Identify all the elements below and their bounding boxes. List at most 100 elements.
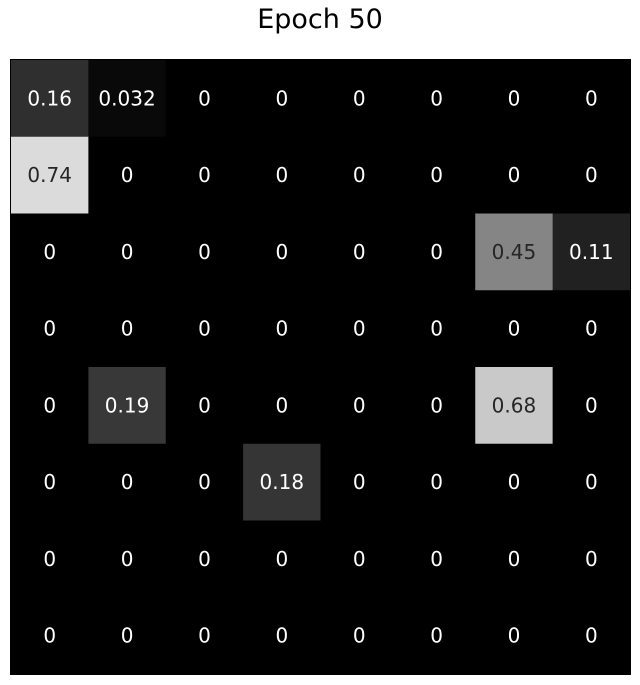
heatmap-cell [397, 213, 476, 291]
heatmap-cell [475, 367, 554, 445]
heatmap-cell [165, 597, 244, 675]
heatmap-cell-label: 0 [275, 317, 288, 341]
heatmap-cell-label: 0 [275, 393, 288, 417]
heatmap-cell [397, 290, 476, 368]
heatmap-cell-label: 0 [430, 470, 443, 494]
heatmap-cell [397, 520, 476, 598]
heatmap-cell [11, 136, 89, 214]
heatmap-cell [475, 213, 554, 291]
heatmap-cell-label: 0 [43, 240, 56, 264]
heatmap-cell-label: 0 [43, 547, 56, 571]
heatmap-cell [475, 60, 554, 138]
heatmap-cell-label: 0 [198, 86, 211, 110]
heatmap-cell [88, 597, 167, 675]
heatmap-cell-label: 0.16 [27, 86, 72, 110]
heatmap-cell-label: 0 [353, 240, 366, 264]
heatmap-cell-label: 0 [353, 163, 366, 187]
heatmap-cell [475, 520, 554, 598]
heatmap-cell [320, 60, 399, 138]
heatmap-cell [552, 290, 631, 368]
heatmap-cell-label: 0 [353, 317, 366, 341]
heatmap-cell [165, 60, 244, 138]
heatmap-labels: 0.16 0.032 0 0 0 0 0 0 0.74 0 0 0 0 0 0 0 0 0 0 0 0 0 0.45 0.11… [27, 86, 613, 647]
heatmap-cell-label: 0 [353, 86, 366, 110]
heatmap-cell-label: 0 [430, 624, 443, 648]
heatmap-cell [88, 136, 167, 214]
heatmap-cell [88, 443, 167, 521]
heatmap-cell-label: 0 [430, 240, 443, 264]
heatmap-cell-label: 0 [430, 86, 443, 110]
heatmap-cell [552, 597, 631, 675]
heatmap-cell [243, 60, 322, 138]
heatmap-cell-label: 0.19 [105, 393, 150, 417]
heatmap-cell [165, 443, 244, 521]
heatmap-cell-label: 0 [508, 470, 521, 494]
heatmap-cell-label: 0.032 [98, 86, 155, 110]
heatmap-cell-label: 0.74 [27, 163, 72, 187]
heatmap-cell-label: 0 [198, 317, 211, 341]
heatmap-cell-label: 0 [198, 624, 211, 648]
heatmap-cell-label: 0 [353, 624, 366, 648]
heatmap-cell-label: 0 [585, 393, 598, 417]
heatmap-cell-label: 0 [430, 547, 443, 571]
heatmap-cell [243, 290, 322, 368]
heatmap-cell [11, 443, 89, 521]
heatmap-cell-label: 0 [585, 547, 598, 571]
heatmap-cell-label: 0 [198, 393, 211, 417]
heatmap-cell [397, 597, 476, 675]
heatmap-cell [243, 520, 322, 598]
heatmap-cell [397, 367, 476, 445]
heatmap-cell [320, 290, 399, 368]
heatmap-cell-label: 0 [121, 240, 134, 264]
heatmap-cell-label: 0 [585, 86, 598, 110]
heatmap-cell-label: 0 [198, 163, 211, 187]
heatmap-cell-label: 0 [275, 240, 288, 264]
heatmap-cell [320, 213, 399, 291]
heatmap-cell-label: 0 [43, 470, 56, 494]
heatmap-cell [165, 136, 244, 214]
heatmap-cell-label: 0.18 [260, 470, 305, 494]
heatmap-cell [320, 443, 399, 521]
heatmap-cell-label: 0 [430, 393, 443, 417]
heatmap-cell [475, 290, 554, 368]
heatmap-cell [88, 520, 167, 598]
heatmap-cell [11, 597, 89, 675]
heatmap-cell-label: 0 [353, 470, 366, 494]
heatmap-cell-label: 0 [508, 163, 521, 187]
heatmap-cell [165, 213, 244, 291]
heatmap-cell [11, 290, 89, 368]
heatmap-cell-label: 0 [43, 393, 56, 417]
heatmap-cell-label: 0.11 [569, 240, 614, 264]
heatmap-cell-label: 0 [508, 624, 521, 648]
heatmap-cell-label: 0 [430, 317, 443, 341]
heatmap-cell [552, 136, 631, 214]
heatmap-cell [397, 136, 476, 214]
heatmap-cell-label: 0.45 [492, 240, 537, 264]
heatmap-cell [320, 597, 399, 675]
heatmap-cell [243, 443, 322, 521]
heatmap-cell [552, 367, 631, 445]
heatmap-cell-label: 0 [430, 163, 443, 187]
heatmap-cell [552, 520, 631, 598]
heatmap-cell [320, 136, 399, 214]
heatmap-cell [11, 367, 89, 445]
heatmap-cell [88, 290, 167, 368]
heatmap-cell [165, 520, 244, 598]
heatmap-cell [243, 367, 322, 445]
heatmap-cell-label: 0 [43, 317, 56, 341]
heatmap-cell [11, 60, 89, 138]
heatmap-cell-label: 0 [198, 547, 211, 571]
heatmap-cell-label: 0 [275, 624, 288, 648]
heatmap-cell-label: 0 [508, 547, 521, 571]
heatmap-cell [88, 213, 167, 291]
heatmap-cell [11, 520, 89, 598]
heatmap-cell [552, 60, 631, 138]
heatmap-cell-label: 0.68 [492, 393, 537, 417]
heatmap-cell [320, 520, 399, 598]
heatmap-frame [10, 59, 631, 675]
heatmap-cell [475, 597, 554, 675]
heatmap-cell-label: 0 [121, 547, 134, 571]
heatmap-cell [243, 213, 322, 291]
heatmap-cell [88, 367, 167, 445]
heatmap-cell [475, 136, 554, 214]
